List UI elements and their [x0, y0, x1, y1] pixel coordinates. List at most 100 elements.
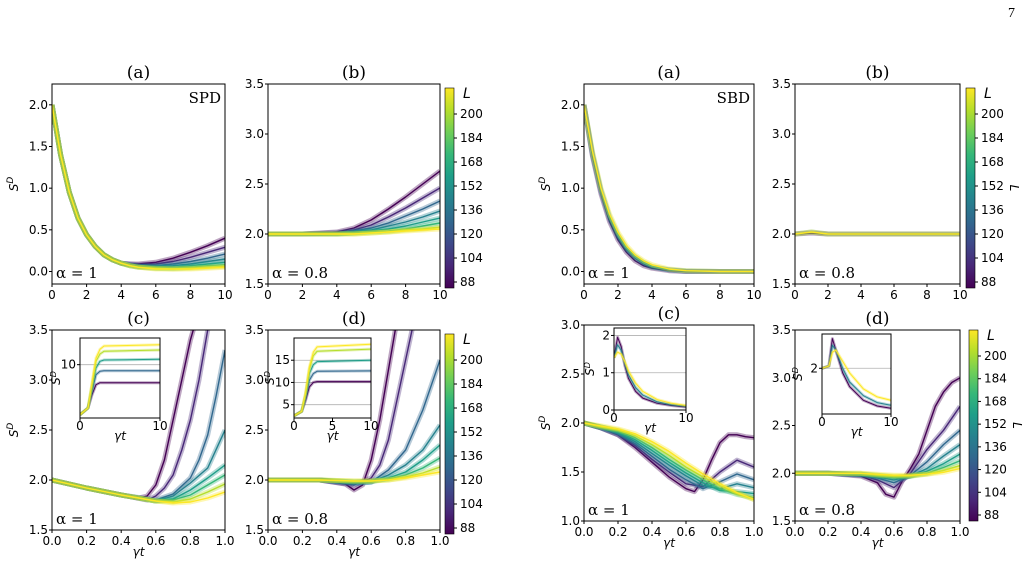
x-tick-label: 0.2 [77, 534, 96, 548]
x-tick-label: 4 [333, 288, 341, 302]
y-tick-label: 2.5 [245, 177, 264, 191]
y-tick-label: 1.5 [772, 514, 791, 528]
colorbar-tick-label: 152 [460, 425, 483, 439]
x-tick-label: 8 [716, 288, 724, 302]
y-tick-label: 3.0 [772, 127, 791, 141]
x-tick-label: 0 [610, 411, 618, 425]
x-axis-label: γt [872, 536, 885, 550]
series-line-L184 [584, 422, 754, 501]
colorbar-tick-label: 104 [460, 497, 483, 511]
series-line-L136 [614, 344, 686, 407]
colorbar-tick-label: 120 [460, 473, 483, 487]
x-tick-label: 6 [367, 288, 375, 302]
y-tick-label: 10 [275, 375, 290, 389]
x-axis-label: γt [851, 425, 864, 439]
colorbar-tick-label: 88 [981, 275, 996, 289]
x-axis-label: γt [644, 421, 657, 435]
x-tick-label: 10 [746, 288, 761, 302]
panel-title: (a) [657, 63, 680, 83]
panel-tag: SBD [717, 89, 750, 107]
series-line-L200 [795, 231, 960, 235]
colorbar-tick-label: 200 [984, 349, 1007, 363]
x-tick-label: 0 [76, 419, 84, 433]
x-tick-label: 10 [152, 419, 167, 433]
x-tick-label: 0 [290, 419, 298, 433]
x-tick-label: 0.4 [327, 534, 346, 548]
colorbar-label: L [984, 86, 992, 102]
y-tick-label: 5 [282, 398, 290, 412]
panel-spd-a: 0 2 4 6 8 10 0.0 0.5 1.0 1.5 2.0 (a) SPD α = 1 SD [6, 63, 233, 302]
series-line-L88 [614, 336, 686, 408]
y-tick-label: 3.0 [245, 373, 264, 387]
colorbar-tick-label: 168 [984, 394, 1007, 408]
x-tick-label: 10 [217, 288, 232, 302]
colorbar-tick-label: 168 [460, 401, 483, 415]
x-tick-label: 10 [678, 411, 693, 425]
x-axis-label: γt [114, 429, 127, 443]
series-line-L200 [268, 228, 440, 235]
y-tick-label: 3.5 [245, 77, 264, 91]
panel-sbd-a: 0 2 4 6 8 10 0.0 0.5 1.0 1.5 2.0 (a) SBD α = 1 SD [538, 63, 762, 302]
colorbar-tick-label: 136 [984, 440, 1007, 454]
plot-area [268, 84, 440, 284]
colorbar-tick-label: 152 [460, 179, 483, 193]
y-tick-label: 1.5 [561, 140, 580, 154]
series-line-L136 [822, 344, 891, 406]
series-line-L200 [294, 343, 371, 417]
y-axis-label: SD [6, 177, 21, 192]
colorbar: L 200 184 168 152 136 120 104 88 [444, 332, 483, 535]
y-tick-label: 1.5 [245, 277, 264, 291]
y-tick-label: 3.0 [772, 371, 791, 385]
alpha-annotation: α = 1 [56, 510, 98, 528]
x-tick-label: 2 [299, 288, 307, 302]
x-tick-label: 1.0 [950, 525, 969, 539]
x-axis-label: γt [327, 429, 340, 443]
x-tick-label: 5 [329, 419, 337, 433]
y-tick-label: 3.5 [772, 323, 791, 337]
colorbar-tick-label: 184 [460, 377, 483, 391]
panel-title: (b) [865, 63, 889, 83]
y-tick-label: 1.5 [29, 140, 48, 154]
axes-frame [821, 333, 892, 415]
x-tick-label: 0.2 [608, 525, 627, 539]
y-tick-label: 2.0 [561, 416, 580, 430]
x-tick-label: 0.2 [818, 525, 837, 539]
colorbar-tick-label: 104 [981, 251, 1004, 265]
axes-frame [613, 327, 687, 411]
series-line-L200 [584, 422, 754, 501]
colorbar-side-label: L [1007, 185, 1021, 192]
y-tick-label: 1.5 [772, 277, 791, 291]
series-line-L200 [52, 104, 225, 270]
colorbar-tick-label: 104 [984, 485, 1007, 499]
series-line-L200 [584, 104, 754, 273]
y-tick-label: 2.5 [561, 367, 580, 381]
panel-sbd-b: 0 2 4 6 8 10 1.5 2.0 2.5 3.0 3.5 (b) α = 0.8 [772, 63, 968, 302]
colorbar-tick-label: 152 [981, 179, 1004, 193]
x-tick-label: 0.4 [642, 525, 661, 539]
x-tick-label: 0.6 [362, 534, 381, 548]
x-tick-label: 2 [614, 288, 622, 302]
y-tick-label: 2.0 [561, 98, 580, 112]
y-tick-label: 3.0 [561, 318, 580, 332]
colorbar: L 200 184 168 152 136 120 104 88 L [968, 328, 1023, 522]
x-tick-label: 4 [117, 288, 125, 302]
x-tick-label: 6 [682, 288, 690, 302]
y-tick-label: 3.0 [245, 127, 264, 141]
x-tick-label: 0.8 [396, 534, 415, 548]
x-tick-label: 2 [83, 288, 91, 302]
y-tick-label: 2.0 [29, 473, 48, 487]
colorbar-tick-label: 88 [984, 508, 999, 522]
colorbar-gradient [444, 333, 455, 535]
colorbar-tick-label: 168 [460, 155, 483, 169]
y-tick-label: 1.5 [245, 523, 264, 537]
y-tick-label: 3.5 [245, 323, 264, 337]
x-tick-label: 0.0 [42, 534, 61, 548]
x-tick-label: 0 [580, 288, 588, 302]
y-tick-label: 2.5 [245, 423, 264, 437]
x-tick-label: 0 [48, 288, 56, 302]
panel-tag: SPD [189, 89, 221, 107]
colorbar-gradient [444, 87, 455, 289]
x-tick-label: 0.2 [293, 534, 312, 548]
axes-frame [79, 337, 161, 419]
